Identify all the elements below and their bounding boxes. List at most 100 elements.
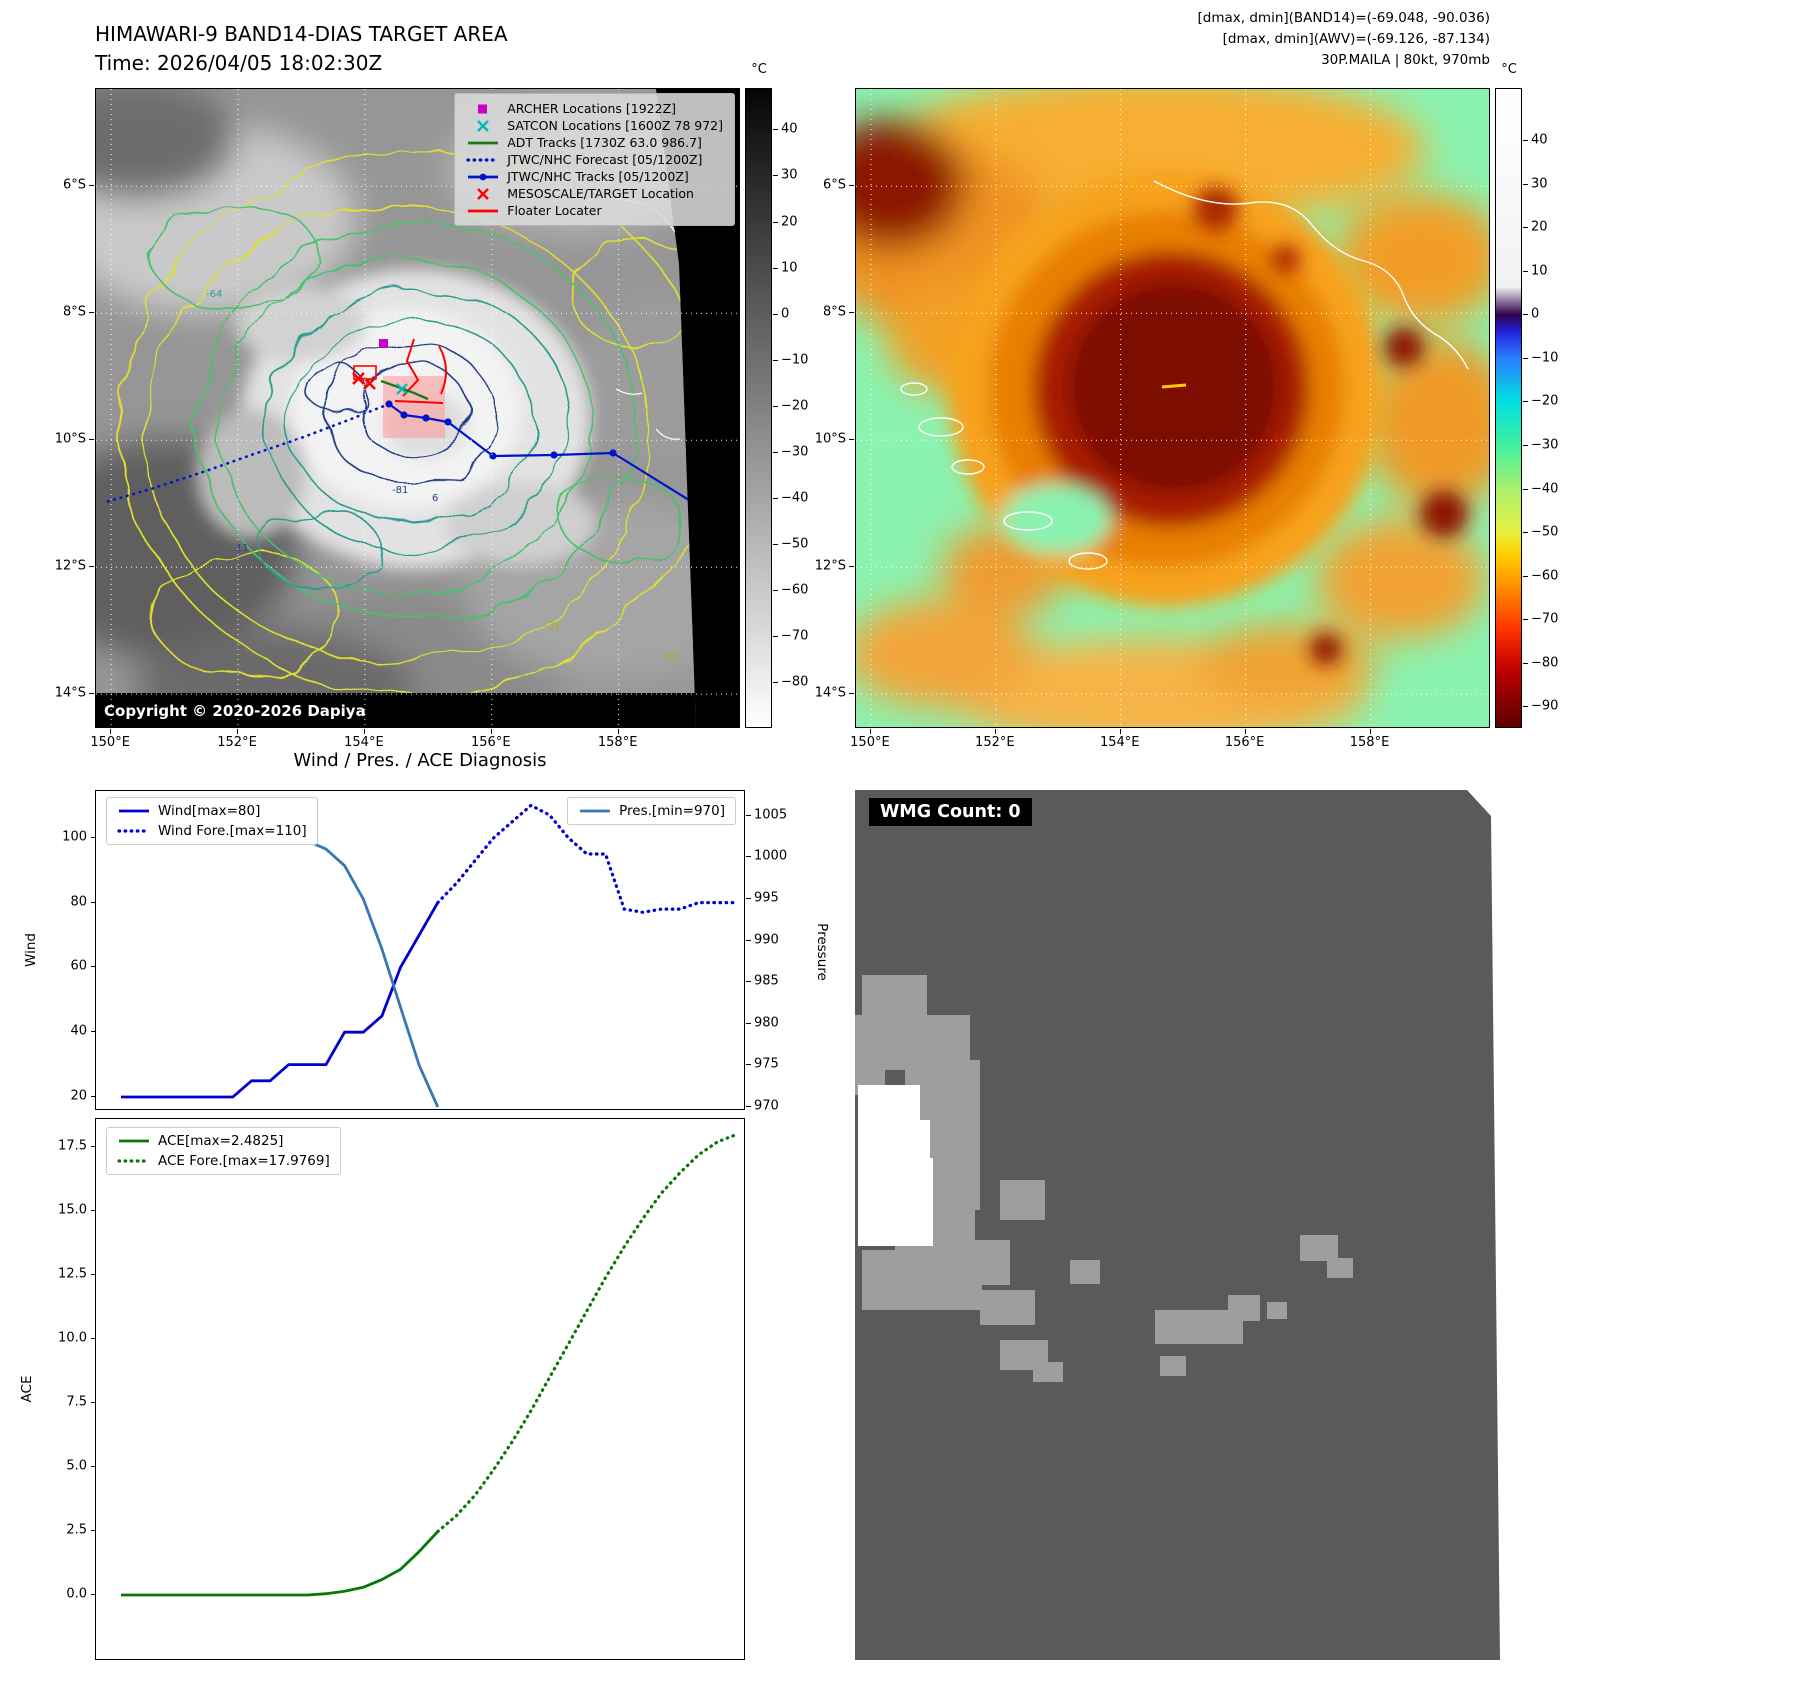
tick-mark <box>746 981 751 983</box>
line-legend-sample <box>468 141 499 144</box>
band14-ytick: 8°S <box>62 304 86 320</box>
tick-mark <box>746 1022 751 1024</box>
satcon-x-marker <box>396 383 408 395</box>
legend-label: Floater Locater <box>507 203 602 218</box>
tick-mark <box>89 693 94 695</box>
awv-colorbar-tick: 40 <box>1531 132 1548 148</box>
legend-label: JTWC/NHC Forecast [05/1200Z] <box>507 152 703 167</box>
tick-mark <box>91 1274 96 1275</box>
band14-time: Time: 2026/04/05 18:02:30Z <box>95 51 383 75</box>
tick-mark <box>1523 706 1528 708</box>
band14-xtick: 152°E <box>217 735 257 750</box>
tick-mark <box>849 566 854 568</box>
adt-track-line <box>380 379 429 401</box>
x-legend-sample <box>477 187 490 200</box>
wmg-patch <box>950 1240 1010 1285</box>
floater-locater-line <box>394 338 447 404</box>
wind-pressure-chart: Wind[max=80] Wind Fore.[max=110] Pres.[mi… <box>95 790 745 1110</box>
tick-mark <box>746 1106 751 1107</box>
tick-mark <box>1523 575 1528 577</box>
tick-mark <box>91 836 96 838</box>
awv-ytick: 8°S <box>822 304 846 320</box>
awv-xtick: 156°E <box>1224 735 1265 750</box>
legend-label: Wind[max=80] <box>158 803 261 819</box>
awv-colorbar <box>1495 88 1522 728</box>
band14-colorbar <box>745 88 772 728</box>
legend-label: ADT Tracks [1730Z 63.0 986.7] <box>507 135 702 150</box>
awv-xtick: 150°E <box>850 735 890 750</box>
target-location-x-marker <box>352 372 376 390</box>
ace-chart: ACE[max=2.4825] ACE Fore.[max=17.9769] <box>95 1118 745 1660</box>
awv-colorbar-tick: −10 <box>1531 350 1559 366</box>
wmg-patch <box>1327 1258 1353 1278</box>
ace-ytick: 2.5 <box>66 1522 87 1538</box>
tick-mark <box>746 1064 751 1066</box>
tick-mark <box>89 566 94 568</box>
ace-ytick: 12.5 <box>58 1266 87 1282</box>
legend-label: ACE[max=2.4825] <box>158 1133 284 1149</box>
tick-mark <box>1523 314 1528 316</box>
contour-label: -31 <box>544 621 560 632</box>
band14-colorbar-tick: 10 <box>781 260 798 276</box>
awv-colorbar-tick: −20 <box>1531 393 1559 409</box>
dotted-legend-sample <box>117 829 151 833</box>
band14-xtick: 150°E <box>90 735 130 750</box>
tick-mark <box>1523 227 1528 229</box>
band14-xtick: 156°E <box>471 735 511 750</box>
band14-colorbar-unit: °C <box>751 62 767 77</box>
tick-mark <box>1523 401 1528 403</box>
awv-satellite-image <box>856 89 1489 727</box>
tick-mark <box>1523 445 1528 446</box>
wind-ytick: 40 <box>70 1023 87 1039</box>
tick-mark <box>773 313 778 315</box>
tick-mark <box>1523 532 1528 534</box>
tick-mark <box>849 693 854 695</box>
tick-mark <box>363 729 365 734</box>
awv-colorbar-tick: −30 <box>1531 437 1559 453</box>
tick-mark <box>746 939 751 941</box>
band14-xtick: 158°E <box>597 735 638 750</box>
awv-deep-convection-cells <box>1194 187 1468 665</box>
awv-ytick: 12°S <box>814 558 846 574</box>
legend-label: MESOSCALE/TARGET Location <box>507 186 694 201</box>
tick-mark <box>1523 183 1528 185</box>
band14-colorbar-tick: −30 <box>781 444 809 460</box>
jtwc-forecast-line <box>104 402 391 504</box>
awv-colorbar-tick: −50 <box>1531 524 1559 540</box>
wmg-patch <box>1228 1295 1260 1321</box>
wmg-patch <box>1070 1260 1100 1284</box>
band14-colorbar-tick: 40 <box>781 121 798 137</box>
wmg-patch <box>1160 1356 1186 1376</box>
ace-ytick: 0.0 <box>66 1586 87 1602</box>
tick-mark <box>91 1146 96 1147</box>
band14-map: -64 -81 6 -31 -31 11 ARCHER Locations [1922Z]… <box>95 88 740 728</box>
contour-label: 11 <box>236 543 249 554</box>
ace-ytick: 10.0 <box>58 1330 87 1346</box>
awv-xtick: 154°E <box>1099 735 1140 750</box>
line-legend-sample <box>580 809 611 813</box>
tick-mark <box>89 439 94 441</box>
band14-ytick: 10°S <box>54 431 86 447</box>
tick-mark <box>1119 729 1121 734</box>
wmg-count-label: WMG Count: 0 <box>869 798 1032 826</box>
wind-ytick: 60 <box>70 958 87 974</box>
awv-colorbar-tick: −80 <box>1531 655 1559 671</box>
tick-mark <box>91 1210 96 1211</box>
wind-ytick: 20 <box>70 1088 87 1104</box>
band14-xtick: 154°E <box>344 735 384 750</box>
storm-id-intensity-text: 30P.MAILA | 80kt, 970mb <box>1321 51 1490 68</box>
band14-header: HIMAWARI-9 BAND14-DIAS TARGET AREA Time:… <box>95 20 508 78</box>
series-observed <box>121 901 440 1099</box>
series-observed <box>121 1530 439 1597</box>
wmg-patch <box>1033 1362 1063 1382</box>
awv-coastline <box>900 180 1469 570</box>
legend-item: Wind Fore.[max=110] <box>117 823 307 839</box>
legend-label: Wind Fore.[max=110] <box>158 823 307 839</box>
tick-mark <box>849 185 854 187</box>
archer-square-marker <box>379 339 388 348</box>
line-legend-sample <box>468 209 499 212</box>
wmg-patch <box>1267 1302 1287 1319</box>
tick-mark <box>773 175 778 177</box>
awv-colorbar-tick: −90 <box>1531 698 1559 714</box>
